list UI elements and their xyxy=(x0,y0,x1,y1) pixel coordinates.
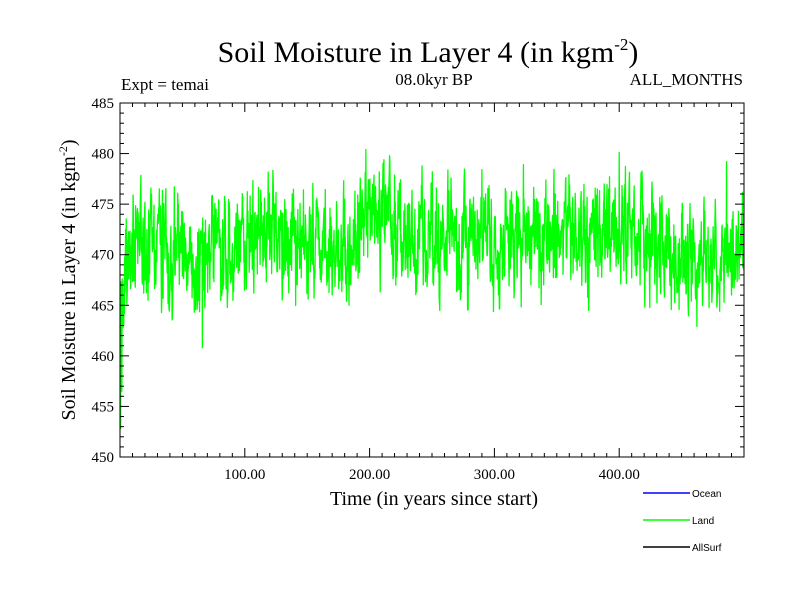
legend-label-allsurf: AllSurf xyxy=(692,543,722,554)
x-tick-label: 400.00 xyxy=(599,467,640,483)
chart-title: Soil Moisture in Layer 4 (in kgm-2) xyxy=(218,35,639,69)
y-tick-label: 475 xyxy=(92,197,115,213)
x-tick-label: 200.00 xyxy=(349,467,390,483)
x-tick-label: 300.00 xyxy=(474,467,515,483)
y-tick-label: 465 xyxy=(92,298,115,314)
plot-area: 450 455 460 465 470 475 480 485 100.00 200.00 300.… xyxy=(92,96,745,483)
legend-label-land: Land xyxy=(692,516,714,527)
y-tick-label: 460 xyxy=(92,349,115,365)
y-tick-label: 485 xyxy=(92,96,115,112)
subtitle-left: Expt = temai xyxy=(121,75,209,94)
series-land-line xyxy=(119,148,745,430)
y-tick-label: 450 xyxy=(92,450,115,466)
y-axis-label: Soil Moisture in Layer 4 (in kgm-2) xyxy=(56,139,80,420)
legend: Ocean Land AllSurf xyxy=(643,489,722,554)
y-tick-label: 455 xyxy=(92,399,115,415)
x-tick-label: 100.00 xyxy=(224,467,265,483)
y-tick-label: 480 xyxy=(92,147,115,163)
legend-label-ocean: Ocean xyxy=(692,489,721,500)
subtitle-center: 08.0kyr BP xyxy=(395,70,472,89)
y-tick-label: 470 xyxy=(92,248,115,264)
subtitle-right: ALL_MONTHS xyxy=(630,70,743,89)
x-axis-label: Time (in years since start) xyxy=(330,488,538,510)
